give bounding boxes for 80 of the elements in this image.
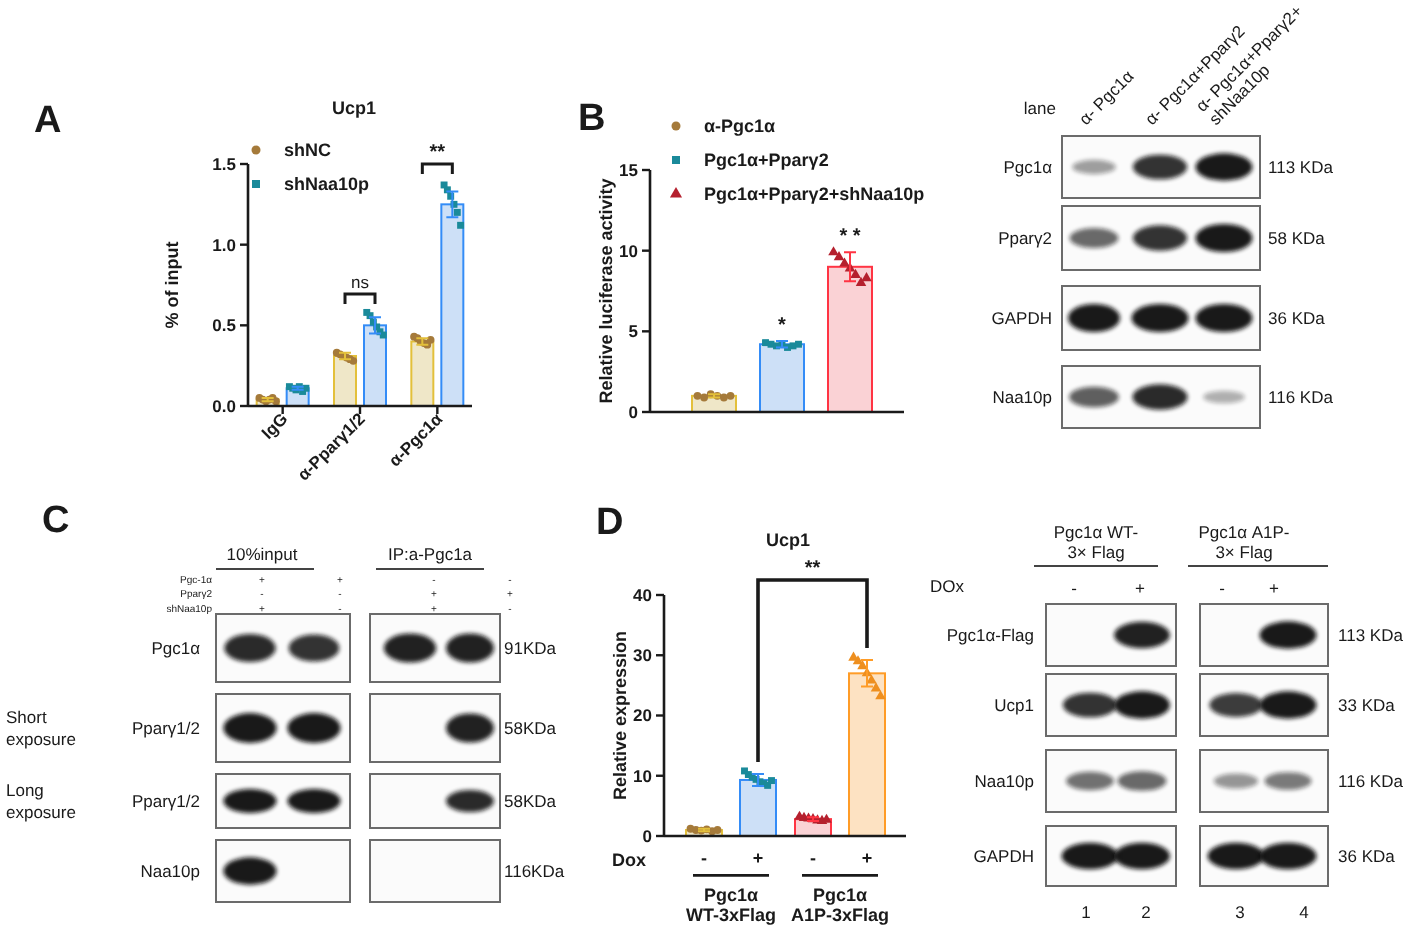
text: Long exposure (6, 779, 77, 822)
category-label: 36 KDa (1338, 845, 1395, 866)
category-label: 58 KDa (1268, 227, 1325, 248)
category-label: Naa10p (974, 770, 1034, 791)
text: 4 (1299, 901, 1309, 922)
category-label: Pgc1α (151, 637, 200, 658)
y-tick-label: 10 (619, 240, 639, 261)
category-label: 36 KDa (1268, 307, 1325, 328)
text: ** (804, 558, 821, 580)
category-label: 116 KDa (1338, 770, 1403, 791)
category-label: Ucp1 (994, 694, 1034, 715)
text: DOx (930, 576, 966, 596)
category-label: GAPDH (991, 307, 1052, 328)
annotation: ns (351, 272, 369, 292)
x-tick-label: Pgc1α A1P-3xFlag (790, 885, 890, 926)
category-label: Pgc1α-Flag (946, 624, 1034, 645)
text: 2 (1141, 901, 1151, 922)
text: + (1269, 577, 1279, 598)
text: D (596, 502, 624, 544)
category-label: Pparγ2 (998, 227, 1052, 248)
text: 1 (1081, 901, 1091, 922)
x-tick-label: IgG (257, 408, 293, 443)
legend-label: shNaa10p (284, 174, 371, 195)
y-axis-title: Relative expression (610, 630, 630, 801)
series-label: + (752, 848, 764, 868)
y-tick-label: 5 (628, 321, 639, 342)
y-tick-label: 20 (633, 705, 653, 726)
category-label: 33 KDa (1338, 694, 1395, 715)
y-tick-label: 40 (633, 584, 653, 605)
category-label: 58KDa (504, 790, 556, 811)
text: B (578, 98, 606, 140)
y-tick-label: 0.0 (212, 395, 237, 416)
y-tick-label: 1.0 (212, 234, 237, 255)
y-tick-label: 10 (633, 765, 653, 786)
y-tick-label: 0 (628, 401, 639, 422)
text: - (810, 848, 816, 868)
legend-label: α-Pgc1α (704, 116, 777, 137)
x-axis-title: Dox (612, 850, 647, 870)
category-label: Naa10p (992, 386, 1052, 407)
category-label: 116KDa (504, 860, 565, 881)
y-axis-title: % of input (162, 241, 182, 329)
y-axis-title: Relative luciferase activity (596, 178, 616, 404)
category-label: 113 KDa (1338, 624, 1403, 645)
legend-label: Pgc1α+Pparγ2+shNaa10p (704, 184, 926, 205)
y-tick-label: 0 (642, 825, 653, 846)
category-label: 10%input (226, 544, 299, 564)
chart-title: Ucp1 (765, 530, 811, 550)
category-label: 58KDa (504, 717, 556, 738)
category-label: 116 KDa (1268, 386, 1333, 407)
text: Short exposure (6, 706, 77, 749)
category-label: 113 KDa (1268, 156, 1333, 177)
y-tick-label: 30 (633, 645, 653, 666)
category-label: IP:a-Pgc1a (387, 544, 473, 564)
category-label: Naa10p (140, 860, 200, 881)
text: lane (1023, 98, 1057, 118)
data-label: * * (839, 226, 861, 249)
text: + (861, 848, 873, 868)
x-tick-label: Pgc1α WT-3xFlag (685, 885, 777, 926)
text: - (1219, 577, 1225, 598)
text: + (1135, 577, 1145, 598)
text: C (42, 500, 70, 542)
category-label: 91KDa (504, 637, 556, 658)
series-label: - (701, 848, 707, 868)
text: - (1071, 577, 1077, 598)
category-label: GAPDH (973, 845, 1034, 866)
y-tick-label: 1.5 (212, 153, 237, 174)
text: 3 (1235, 901, 1245, 922)
category-label: Pgc1α WT-3× Flag (1053, 522, 1139, 562)
category-label: Pparγ1/2 (131, 790, 200, 811)
category-label: Pparγ1/2 (131, 717, 200, 738)
category-label: Pgc1α A1P-3× Flag (1198, 522, 1290, 562)
data-label: * (778, 315, 787, 338)
legend-label: Pgc1α+Pparγ2 (704, 150, 829, 171)
text: A (34, 100, 62, 142)
legend-label: shNC (284, 140, 332, 161)
text: ** (429, 142, 446, 164)
y-tick-label: 0.5 (212, 315, 237, 336)
category-label: Pgc1α (1003, 156, 1052, 177)
y-tick-label: 15 (619, 159, 639, 180)
chart-title: Ucp1 (331, 98, 377, 118)
